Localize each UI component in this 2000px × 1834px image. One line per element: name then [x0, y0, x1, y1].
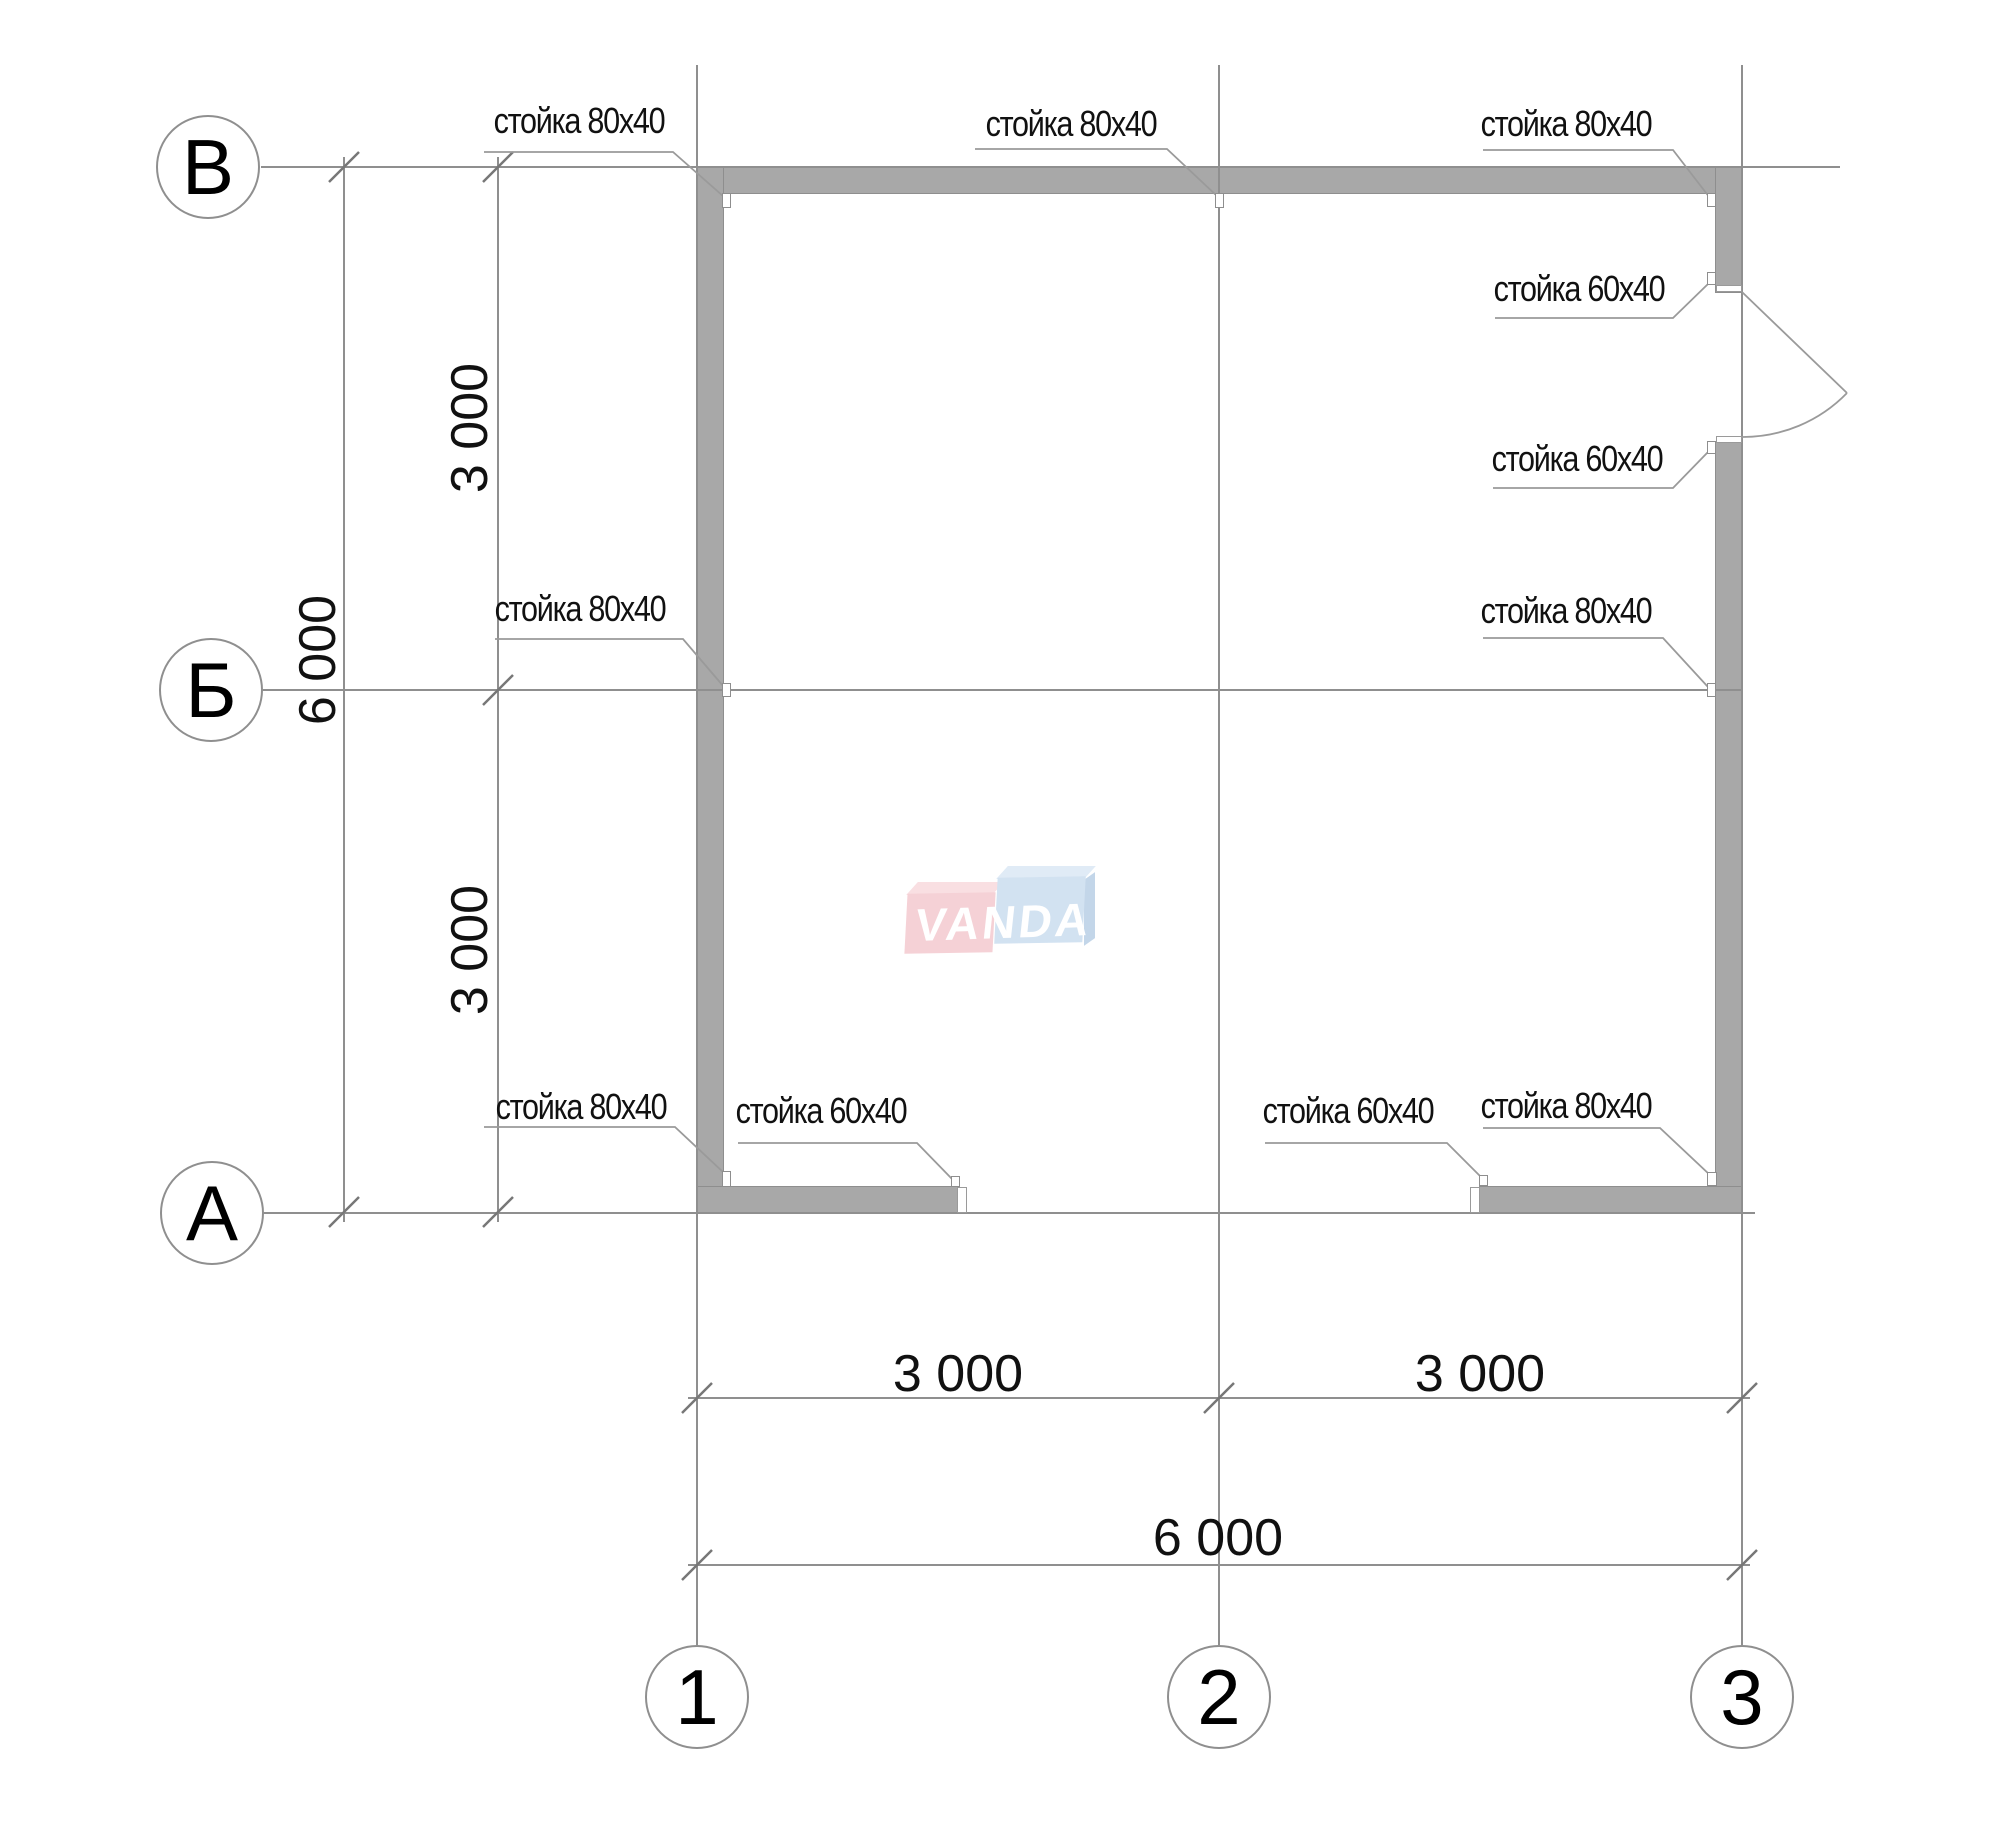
axis-bubble-row-a: А [160, 1161, 264, 1265]
post-symbol-bottom-right [1707, 1172, 1717, 1186]
door-swing [1741, 291, 1848, 438]
dimension-ticks [328, 151, 1758, 1581]
post-symbol-top-middle [1215, 193, 1224, 208]
wall-bottom-right-segment [1479, 1186, 1743, 1214]
wall-bottom-left-segment [696, 1186, 958, 1214]
callout-post-60x40-bottom-right: стойка 60x40 [1262, 1090, 1435, 1131]
door-leaf-line [1741, 291, 1848, 394]
callout-post-60x40-door-bottom: стойка 60x40 [1491, 438, 1664, 479]
leader-post-80x40-top-left [484, 151, 724, 197]
wall-right-upper [1715, 166, 1743, 293]
dim-text-left-total: 6 000 [289, 594, 347, 726]
dim-text-bottom-segment-right: 3 000 [1414, 1345, 1546, 1403]
bottom-opening-left-cap [957, 1187, 967, 1213]
axis-label-row-a: А [185, 1168, 239, 1257]
vanda-logo: VANDA [900, 860, 1100, 960]
leader-post-80x40-mid-right [1483, 637, 1709, 688]
door-opening-bottom-cap [1716, 436, 1742, 443]
callout-post-80x40-bottom-right: стойка 80x40 [1480, 1085, 1653, 1126]
callout-post-80x40-mid-right: стойка 80x40 [1480, 590, 1653, 631]
leader-post-80x40-bottom-right [1483, 1127, 1711, 1176]
leader-post-80x40-top-middle [975, 148, 1218, 197]
leader-post-80x40-mid-left [495, 638, 725, 688]
dim-text-left-segment-top: 3 000 [441, 362, 499, 494]
wall-right-lower [1715, 441, 1743, 1214]
door-opening-top-cap [1716, 285, 1742, 292]
row-axis-lines [261, 166, 1840, 1214]
dim-text-left-segment-bottom: 3 000 [441, 884, 499, 1016]
leader-post-60x40-door-top [1495, 283, 1709, 319]
axis-bubble-col-1: 1 [645, 1645, 749, 1749]
axis-bubble-col-2: 2 [1167, 1645, 1271, 1749]
axis-label-col-3: 3 [1720, 1652, 1764, 1741]
post-symbol-bottom-left [722, 1171, 731, 1187]
door-swing-arc [1741, 392, 1848, 438]
axis-label-col-1: 1 [675, 1652, 719, 1741]
leader-post-60x40-door-bottom [1493, 451, 1709, 489]
post-symbol-mid-left [722, 683, 731, 697]
callout-leaders [484, 148, 1711, 1181]
column-axis-lines [696, 65, 1743, 1645]
axis-label-row-v: В [181, 122, 235, 211]
leader-post-80x40-bottom-left [484, 1126, 724, 1173]
post-symbol-door-top [1707, 272, 1716, 285]
axis-bubble-col-3: 3 [1690, 1645, 1794, 1749]
callout-post-80x40-mid-left: стойка 80x40 [494, 588, 667, 629]
callout-post-80x40-top-middle: стойка 80x40 [985, 103, 1158, 144]
callout-post-60x40-door-top: стойка 60x40 [1493, 268, 1666, 309]
post-symbol-door-bottom [1707, 441, 1716, 454]
post-symbol-bottom-opening-left [951, 1176, 960, 1187]
axis-label-row-b: Б [185, 645, 237, 734]
leader-post-60x40-bottom-right [1265, 1142, 1483, 1179]
bottom-opening-right-cap [1470, 1187, 1480, 1213]
dim-text-bottom-segment-left: 3 000 [892, 1345, 1024, 1403]
post-symbol-mid-right [1707, 683, 1716, 697]
axis-bubble-row-b: Б [159, 638, 263, 742]
axis-label-col-2: 2 [1197, 1652, 1241, 1741]
leader-post-60x40-bottom-left [738, 1142, 954, 1181]
logo-text: VANDA [912, 892, 1095, 952]
axis-bubble-row-v: В [156, 115, 260, 219]
post-symbol-top-right [1707, 193, 1716, 207]
leader-post-80x40-top-right [1483, 149, 1711, 199]
callout-post-60x40-bottom-left: стойка 60x40 [735, 1090, 908, 1131]
dim-text-bottom-total: 6 000 [1152, 1509, 1284, 1567]
callout-post-80x40-top-right: стойка 80x40 [1480, 103, 1653, 144]
callout-post-80x40-bottom-left: стойка 80x40 [495, 1086, 668, 1127]
post-symbol-top-left [722, 193, 731, 208]
post-symbol-bottom-opening-right [1479, 1175, 1488, 1186]
callout-post-80x40-top-left: стойка 80x40 [493, 100, 666, 141]
